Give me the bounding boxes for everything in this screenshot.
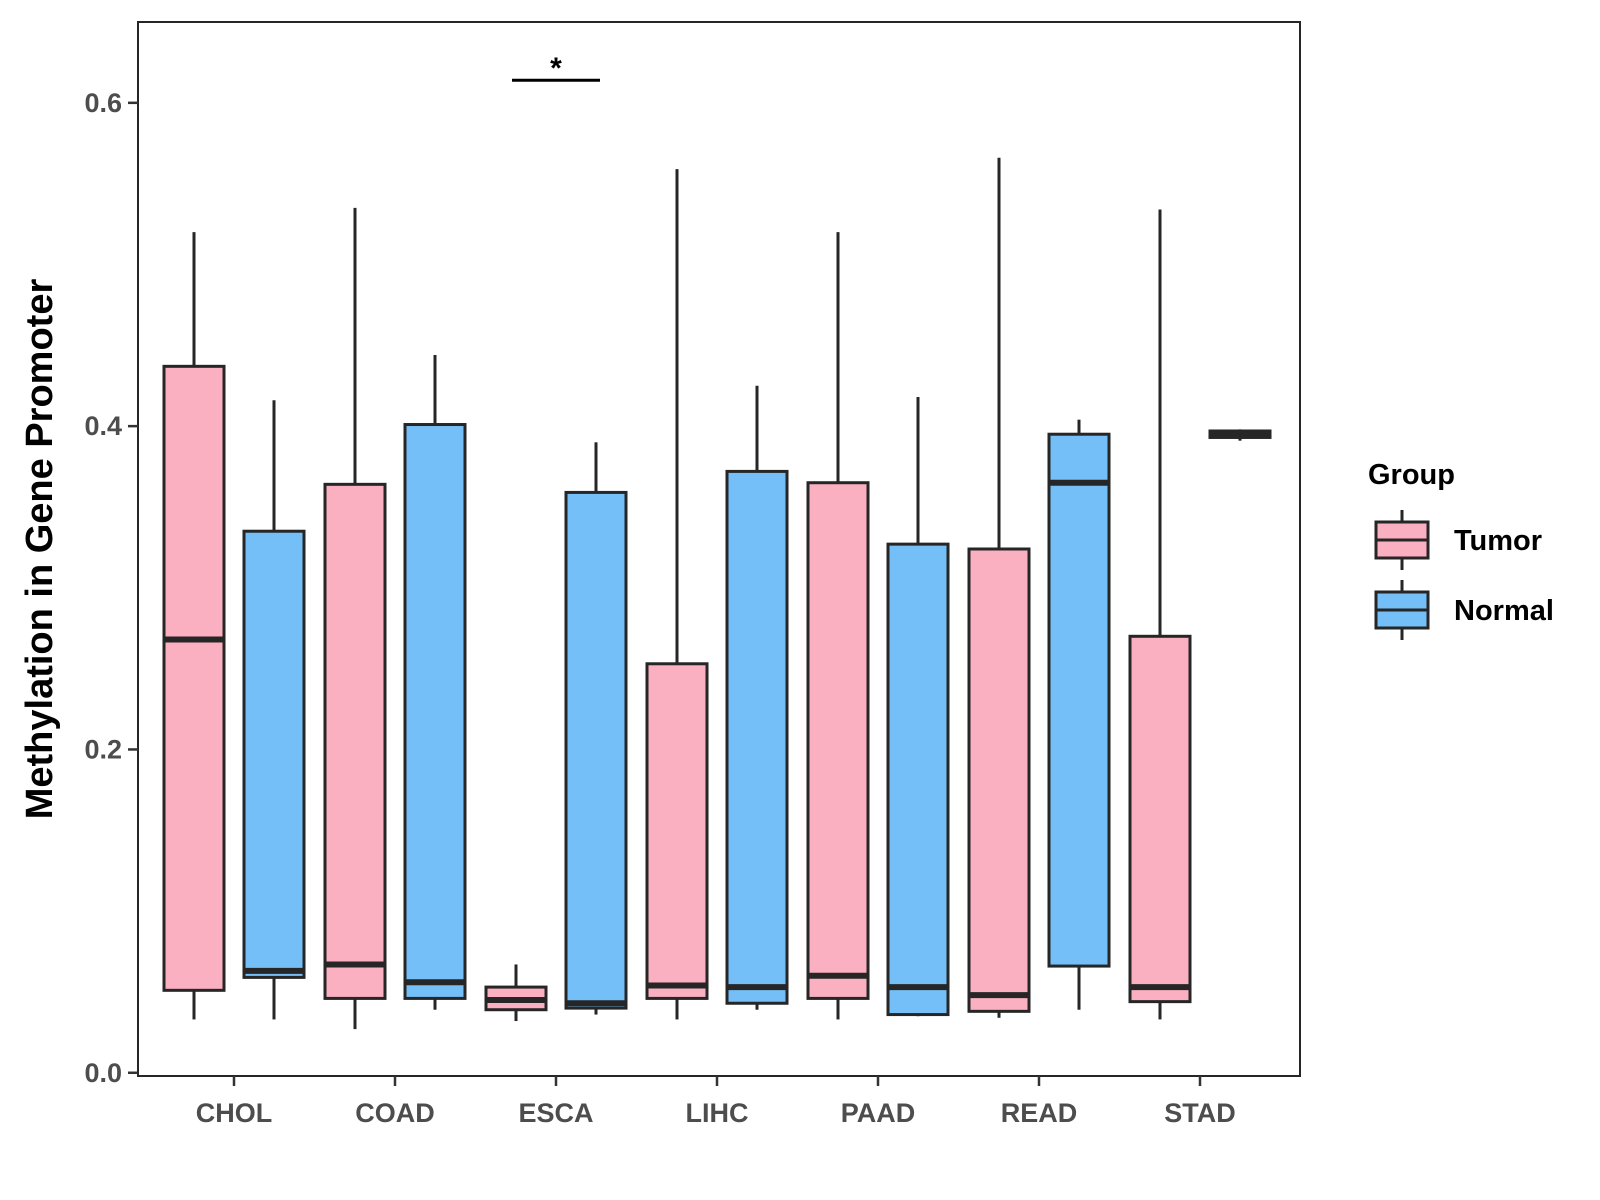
- box-body: [645, 662, 709, 1000]
- annotations: *: [512, 52, 600, 85]
- box-tumor-paad: [806, 232, 870, 1020]
- x-tick-label: ESCA: [518, 1098, 593, 1128]
- legend: Group Tumor Normal: [1368, 459, 1554, 640]
- box-normal-chol: [242, 400, 306, 1020]
- y-tick-label: 0.6: [84, 88, 122, 118]
- box-body: [886, 542, 950, 1017]
- box-tumor-lihc: [645, 169, 709, 1020]
- legend-entry-normal: Normal: [1374, 580, 1554, 640]
- box-tumor-coad: [323, 207, 387, 1030]
- boxes: [162, 157, 1272, 1030]
- box-tumor-read: [967, 157, 1031, 1018]
- y-tick-label: 0.4: [84, 411, 122, 441]
- box-normal-stad: [1208, 429, 1272, 441]
- box-body: [1047, 432, 1111, 968]
- y-tick-label: 0.0: [84, 1058, 122, 1088]
- box-body: [403, 423, 467, 1000]
- box-normal-paad: [886, 397, 950, 1017]
- x-tick-label: CHOL: [196, 1098, 273, 1128]
- box-body: [242, 529, 306, 979]
- x-axis: CHOL COAD ESCA LIHC PAAD READ STAD: [196, 1076, 1236, 1128]
- box-body: [1128, 634, 1192, 1004]
- x-tick-label: COAD: [355, 1098, 435, 1128]
- box-body: [323, 482, 387, 1000]
- x-tick-label: PAAD: [841, 1098, 916, 1128]
- legend-label: Normal: [1454, 595, 1554, 627]
- box-tumor-stad: [1128, 209, 1192, 1020]
- x-tick-label: STAD: [1164, 1098, 1236, 1128]
- box-body: [725, 469, 789, 1005]
- y-tick-label: 0.2: [84, 734, 122, 764]
- box-normal-esca: [564, 442, 628, 1015]
- box-tumor-chol: [162, 232, 226, 1020]
- box-tumor-esca: [484, 964, 548, 1022]
- box-normal-read: [1047, 419, 1111, 1010]
- y-axis: 0.0 0.2 0.4 0.6: [84, 88, 138, 1088]
- legend-entry-tumor: Tumor: [1374, 510, 1542, 570]
- legend-title: Group: [1368, 459, 1455, 491]
- y-axis-title: Methylation in Gene Promoter: [19, 279, 61, 820]
- x-tick-label: LIHC: [686, 1098, 749, 1128]
- box-body: [967, 547, 1031, 1013]
- box-body: [806, 481, 870, 1000]
- x-tick-label: READ: [1001, 1098, 1078, 1128]
- box-body: [162, 364, 226, 992]
- significance-label: *: [550, 52, 562, 85]
- box-normal-lihc: [725, 385, 789, 1010]
- box-body: [564, 490, 628, 1010]
- box-normal-coad: [403, 355, 467, 1010]
- plot-panel: [137, 21, 1301, 1077]
- legend-label: Tumor: [1454, 525, 1542, 557]
